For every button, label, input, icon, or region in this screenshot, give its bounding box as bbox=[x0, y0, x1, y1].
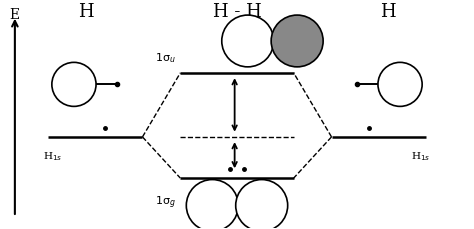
Ellipse shape bbox=[186, 180, 238, 229]
Text: H - H: H - H bbox=[213, 3, 261, 21]
Ellipse shape bbox=[222, 16, 274, 68]
Text: H: H bbox=[78, 3, 93, 21]
Text: H$_{1s}$: H$_{1s}$ bbox=[411, 149, 431, 162]
Text: 1σ$_g$: 1σ$_g$ bbox=[155, 194, 175, 210]
Text: H$_{1s}$: H$_{1s}$ bbox=[43, 149, 63, 162]
Text: E: E bbox=[9, 8, 19, 22]
Text: H: H bbox=[381, 3, 396, 21]
Ellipse shape bbox=[52, 63, 96, 107]
Ellipse shape bbox=[378, 63, 422, 107]
Ellipse shape bbox=[236, 180, 288, 229]
Text: 1σ$_u$: 1σ$_u$ bbox=[155, 51, 175, 65]
Ellipse shape bbox=[271, 16, 323, 68]
